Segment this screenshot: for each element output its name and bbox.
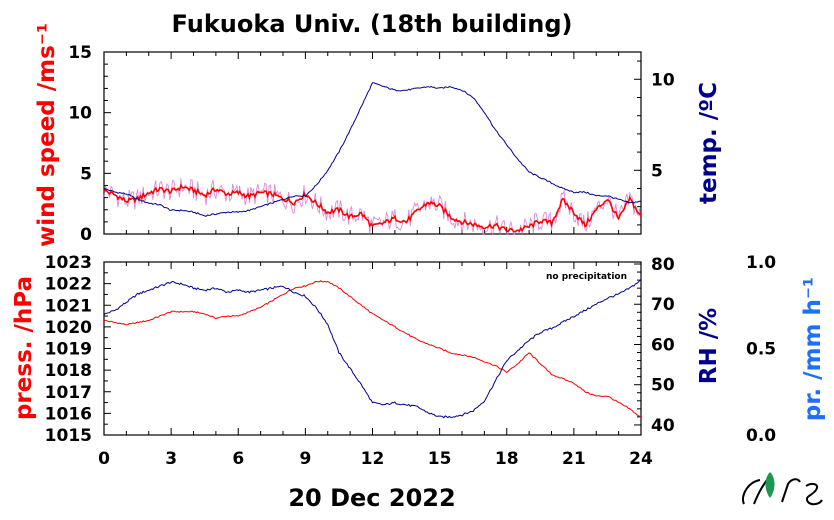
rh-tick-label: 80 (651, 255, 675, 275)
temp-tick-label: 10 (651, 70, 675, 90)
pressure-series (103, 280, 642, 419)
date-label: 20 Dec 2022 (288, 484, 455, 512)
logo-icon (742, 472, 823, 506)
pressure-axis-label: press. /hPa (11, 276, 37, 420)
x-tick-label: 9 (299, 449, 311, 469)
precip-tick-label: 0.5 (746, 340, 776, 360)
x-tick-label: 0 (98, 449, 110, 469)
x-tick-label: 3 (165, 449, 177, 469)
precipitation-annotation: no precipitation (546, 272, 627, 282)
rh-series (103, 279, 642, 419)
rh-tick-label: 40 (651, 416, 675, 436)
rh-tick-label: 60 (651, 335, 675, 355)
wind-tick-label: 10 (68, 104, 92, 124)
press-tick-label: 1017 (45, 383, 92, 403)
chart-title: Fukuoka Univ. (18th building) (172, 10, 573, 38)
precip-tick-label: 0.0 (746, 426, 776, 446)
x-tick-label: 21 (562, 449, 586, 469)
press-tick-label: 1021 (45, 296, 92, 316)
wind-tick-label: 15 (68, 43, 92, 63)
rh-tick-label: 70 (651, 295, 675, 315)
press-tick-label: 1015 (45, 426, 92, 446)
precipitation-axis-label: pr. /mm h⁻¹ (800, 277, 826, 421)
temperature-axis-label: temp. /ºC (696, 82, 722, 204)
wind-speed-series (103, 183, 642, 233)
x-tick-label: 24 (629, 449, 653, 469)
temp-tick-label: 5 (651, 161, 663, 181)
x-tick-label: 18 (495, 449, 519, 469)
press-tick-label: 1023 (45, 253, 92, 273)
wind-tick-label: 5 (80, 164, 92, 184)
precip-tick-label: 1.0 (746, 253, 776, 273)
data-series (103, 82, 642, 419)
press-tick-label: 1020 (45, 318, 92, 338)
rh-tick-label: 50 (651, 376, 675, 396)
press-tick-label: 1016 (45, 404, 92, 424)
bottom-panel-frame (103, 261, 642, 436)
press-tick-label: 1018 (45, 361, 92, 381)
press-tick-label: 1022 (45, 275, 92, 295)
press-tick-label: 1019 (45, 340, 92, 360)
wind-raw-series (103, 178, 642, 235)
tick-labels: 0 3 6 9 12 15 18 21 2405101551010151016101710181… (45, 43, 777, 469)
rh-axis-label: RH /% (696, 308, 722, 384)
x-tick-label: 15 (428, 449, 452, 469)
axis-ticks (103, 51, 642, 436)
wind-speed-axis-label: wind speed /ms⁻¹ (34, 23, 60, 247)
x-tick-label: 12 (361, 449, 385, 469)
x-tick-label: 6 (232, 449, 244, 469)
temperature-series (103, 82, 642, 217)
wind-tick-label: 0 (80, 225, 92, 245)
